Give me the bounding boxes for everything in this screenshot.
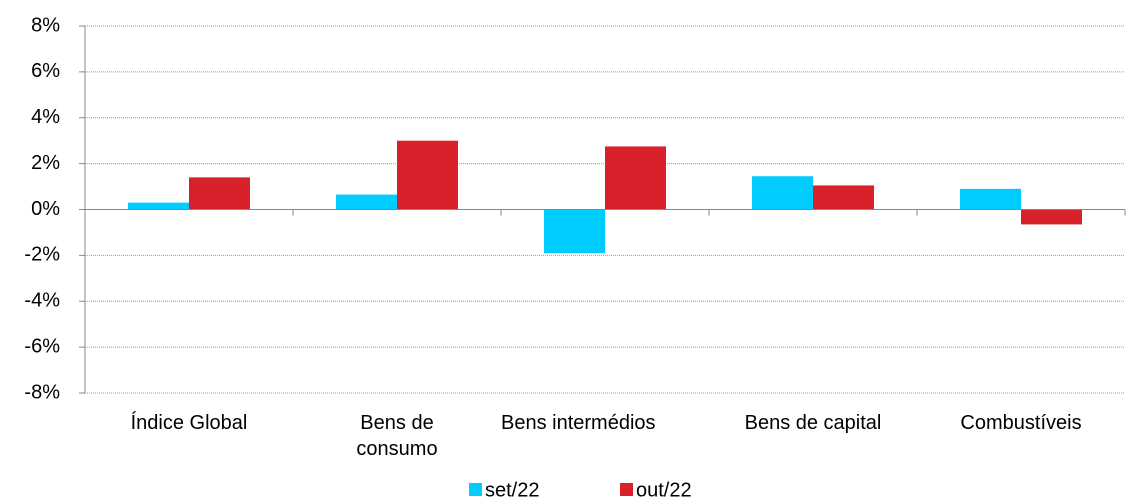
- x-tick-label: Combustíveis: [960, 412, 1082, 434]
- bar: [336, 194, 397, 210]
- y-tick-label: 4%: [31, 106, 60, 128]
- y-tick-label: -2%: [24, 244, 60, 266]
- y-tick-label: -8%: [24, 381, 60, 403]
- bar: [128, 202, 189, 210]
- y-tick-label: 6%: [31, 60, 60, 82]
- legend-swatch: [469, 483, 482, 496]
- x-tick-label: Bens de capital: [744, 412, 882, 434]
- y-tick-label: -6%: [24, 335, 60, 357]
- bar: [544, 209, 605, 254]
- legend-label: out/22: [636, 479, 692, 501]
- y-tick-label: 8%: [31, 14, 60, 36]
- x-tick-label: Índice Global: [130, 412, 248, 434]
- bar: [960, 188, 1021, 210]
- legend-label: set/22: [485, 479, 539, 501]
- bar: [813, 185, 874, 210]
- bar: [1021, 209, 1082, 225]
- bar: [752, 176, 813, 210]
- x-tick-label: Bens de consumo: [356, 412, 438, 460]
- y-tick-label: 0%: [31, 198, 60, 220]
- y-tick-label: -4%: [24, 290, 60, 312]
- x-tick-label: Bens intermédios: [501, 412, 656, 434]
- legend-swatch: [620, 483, 633, 496]
- bar: [605, 146, 666, 210]
- bar: [397, 140, 458, 210]
- y-tick-label: 2%: [31, 152, 60, 174]
- bar: [189, 177, 250, 210]
